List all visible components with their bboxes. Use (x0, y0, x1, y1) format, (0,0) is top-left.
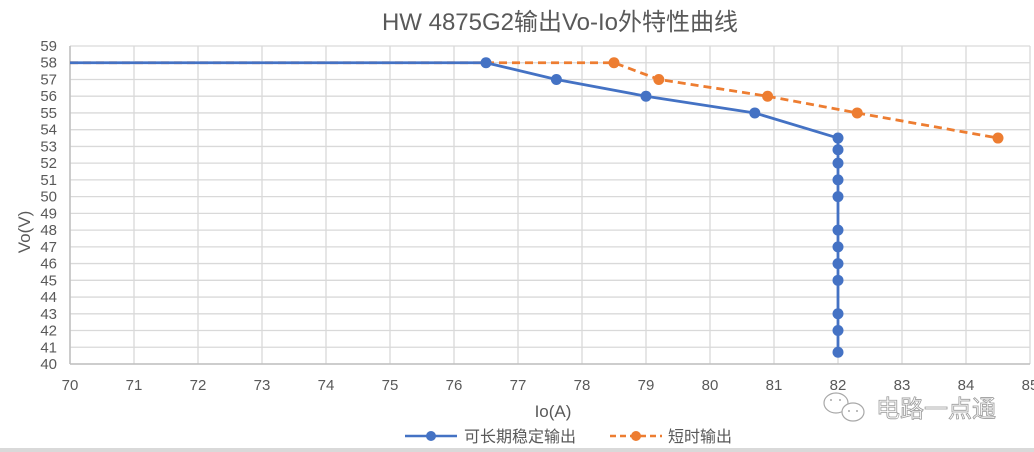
y-tick-label: 50 (40, 189, 57, 206)
y-tick-label: 43 (40, 306, 57, 323)
bottom-border (0, 448, 1034, 452)
y-tick-label: 47 (40, 239, 57, 256)
x-tick-label: 81 (766, 377, 783, 394)
data-point[interactable] (749, 107, 761, 119)
data-point[interactable] (832, 241, 844, 253)
x-tick-label: 75 (382, 377, 399, 394)
data-point[interactable] (762, 90, 774, 102)
legend-item-series-1[interactable]: 短时输出 (610, 427, 732, 446)
data-point[interactable] (832, 174, 844, 186)
chart-title: HW 4875G2输出Vo-Io外特性曲线 (382, 9, 738, 36)
data-point[interactable] (832, 144, 844, 156)
data-point[interactable] (550, 73, 562, 85)
y-tick-label: 55 (40, 105, 57, 122)
data-point[interactable] (832, 224, 844, 236)
grid-lines (69, 45, 1031, 365)
y-tick-label: 44 (40, 289, 57, 306)
y-tick-label: 40 (40, 356, 57, 373)
legend: 可长期稳定输出 短时输出 (405, 427, 732, 446)
data-point[interactable] (832, 157, 844, 169)
watermark: 电路一点通 (823, 392, 996, 423)
data-point[interactable] (832, 346, 844, 358)
data-point[interactable] (653, 73, 665, 85)
legend-item-series-0[interactable]: 可长期稳定输出 (405, 427, 576, 446)
data-point[interactable] (608, 57, 620, 69)
y-axis-label: Vo(V) (15, 211, 34, 254)
y-tick-label: 52 (40, 155, 57, 172)
data-point[interactable] (832, 308, 844, 320)
x-tick-label: 83 (894, 377, 911, 394)
y-tick-label: 58 (40, 55, 57, 72)
y-tick-label: 41 (40, 339, 57, 356)
y-tick-label: 54 (40, 122, 57, 139)
x-axis-ticks: 70 71 72 73 74 75 76 77 78 79 80 81 82 83 84 85 (62, 377, 1034, 394)
data-point[interactable] (832, 258, 844, 270)
y-tick-label: 46 (40, 256, 57, 273)
x-tick-label: 72 (190, 377, 207, 394)
legend-label: 可长期稳定输出 (464, 427, 576, 446)
y-tick-label: 56 (40, 88, 57, 105)
series-1 (70, 57, 1004, 144)
data-point[interactable] (480, 57, 492, 69)
legend-marker-icon (631, 431, 641, 441)
y-tick-label: 59 (40, 38, 57, 55)
wechat-icon (823, 392, 865, 422)
x-tick-label: 80 (702, 377, 719, 394)
data-point[interactable] (832, 325, 844, 337)
data-point[interactable] (832, 132, 844, 144)
y-tick-label: 51 (40, 172, 57, 189)
series-layer (70, 57, 1004, 358)
x-tick-label: 84 (958, 377, 975, 394)
x-axis-label: Io(A) (535, 402, 572, 421)
data-point[interactable] (832, 191, 844, 203)
x-tick-label: 70 (62, 377, 79, 394)
watermark-text: 电路一点通 (876, 395, 996, 423)
x-tick-label: 77 (510, 377, 527, 394)
x-tick-label: 82 (830, 377, 847, 394)
y-tick-label: 53 (40, 138, 57, 155)
x-tick-label: 76 (446, 377, 463, 394)
legend-label: 短时输出 (668, 427, 732, 446)
y-tick-label: 49 (40, 205, 57, 222)
series-0 (70, 57, 844, 358)
x-tick-label: 74 (318, 377, 335, 394)
y-tick-label: 45 (40, 272, 57, 289)
data-point[interactable] (851, 107, 863, 119)
data-point[interactable] (832, 274, 844, 286)
data-point[interactable] (992, 132, 1004, 144)
x-tick-label: 85 (1022, 377, 1034, 394)
data-point[interactable] (640, 90, 652, 102)
x-tick-label: 78 (574, 377, 591, 394)
y-tick-label: 48 (40, 222, 57, 239)
y-tick-label: 57 (40, 71, 57, 88)
x-tick-label: 71 (126, 377, 143, 394)
x-tick-label: 79 (638, 377, 655, 394)
x-tick-label: 73 (254, 377, 271, 394)
y-tick-label: 42 (40, 323, 57, 340)
legend-marker-icon (426, 431, 436, 441)
